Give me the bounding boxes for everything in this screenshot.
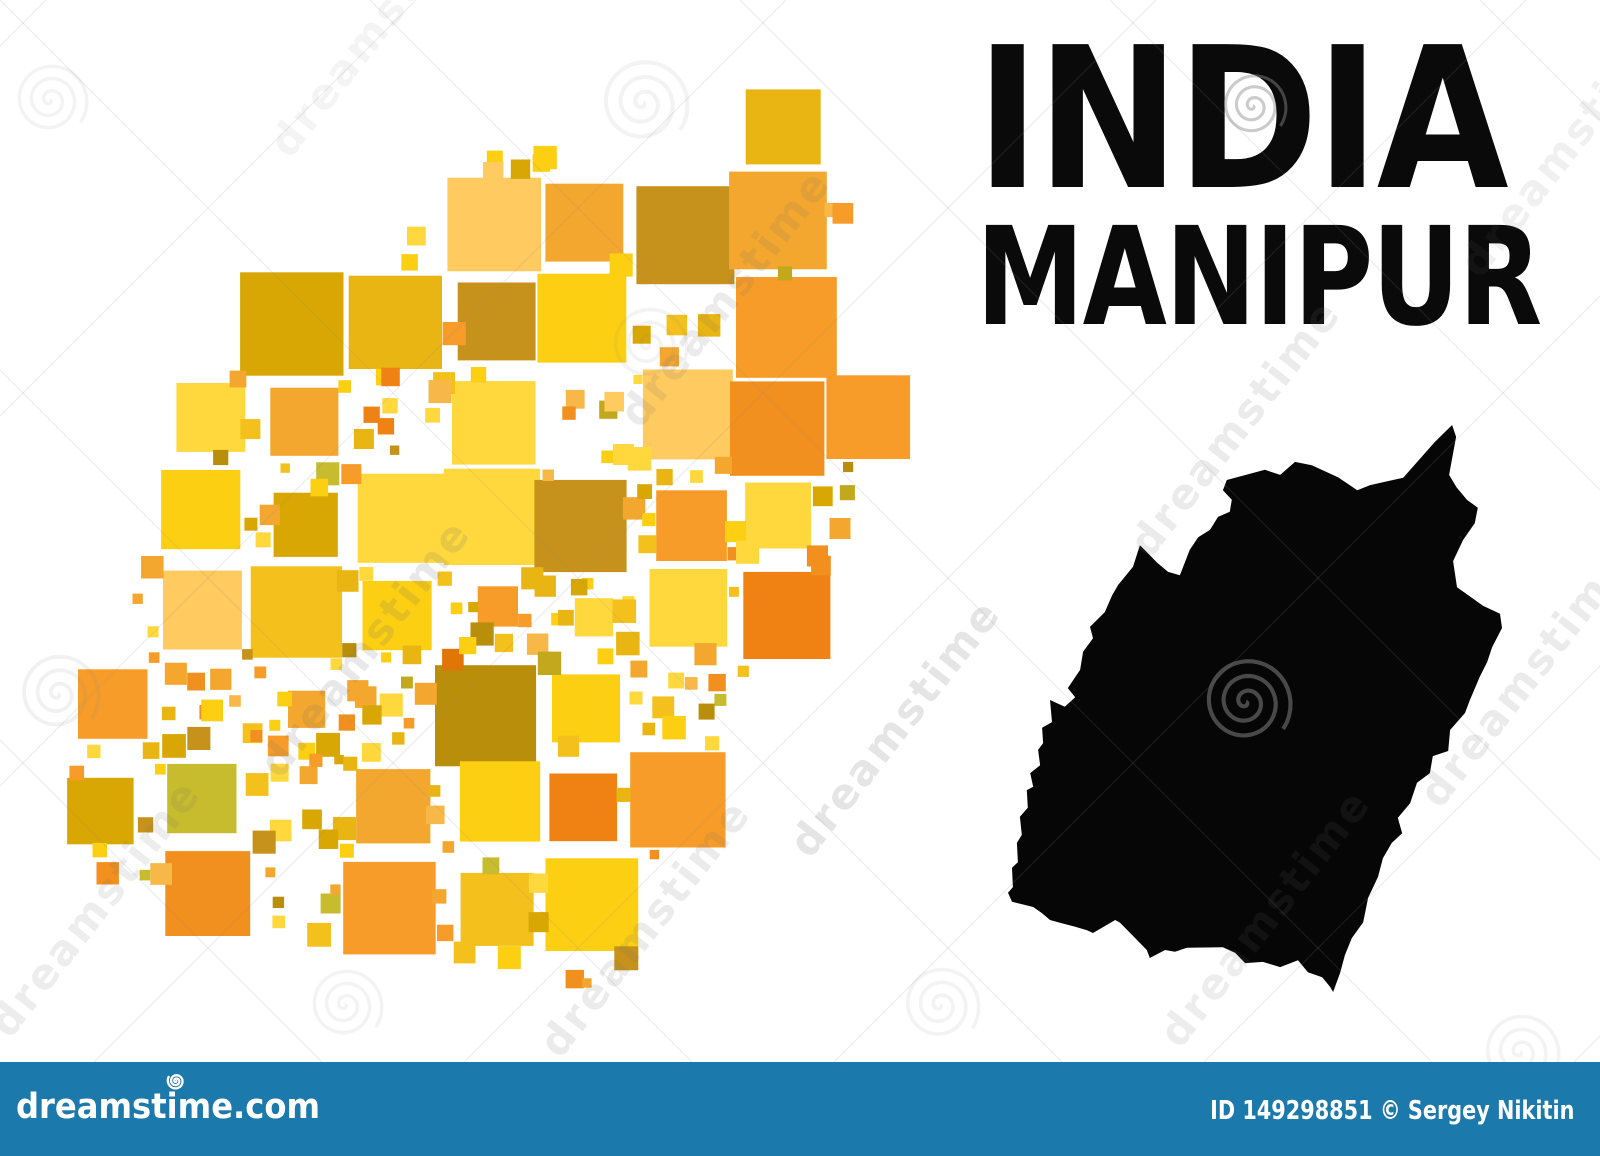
dreamstime-logo: dreamstime.com	[16, 1074, 346, 1138]
image-credit-text: ID 149298851 © Sergey Nikitin	[1209, 1096, 1574, 1126]
footer-bar: dreamstime.com ID 149298851 © Sergey Nik…	[0, 1062, 1600, 1156]
dreamstime-spiral-icon	[166, 1074, 184, 1090]
title-manipur: MANIPUR	[976, 199, 1542, 357]
title-india: INDIA	[976, 6, 1509, 234]
dreamstime-logo-text: dreamstime.com	[16, 1087, 321, 1127]
